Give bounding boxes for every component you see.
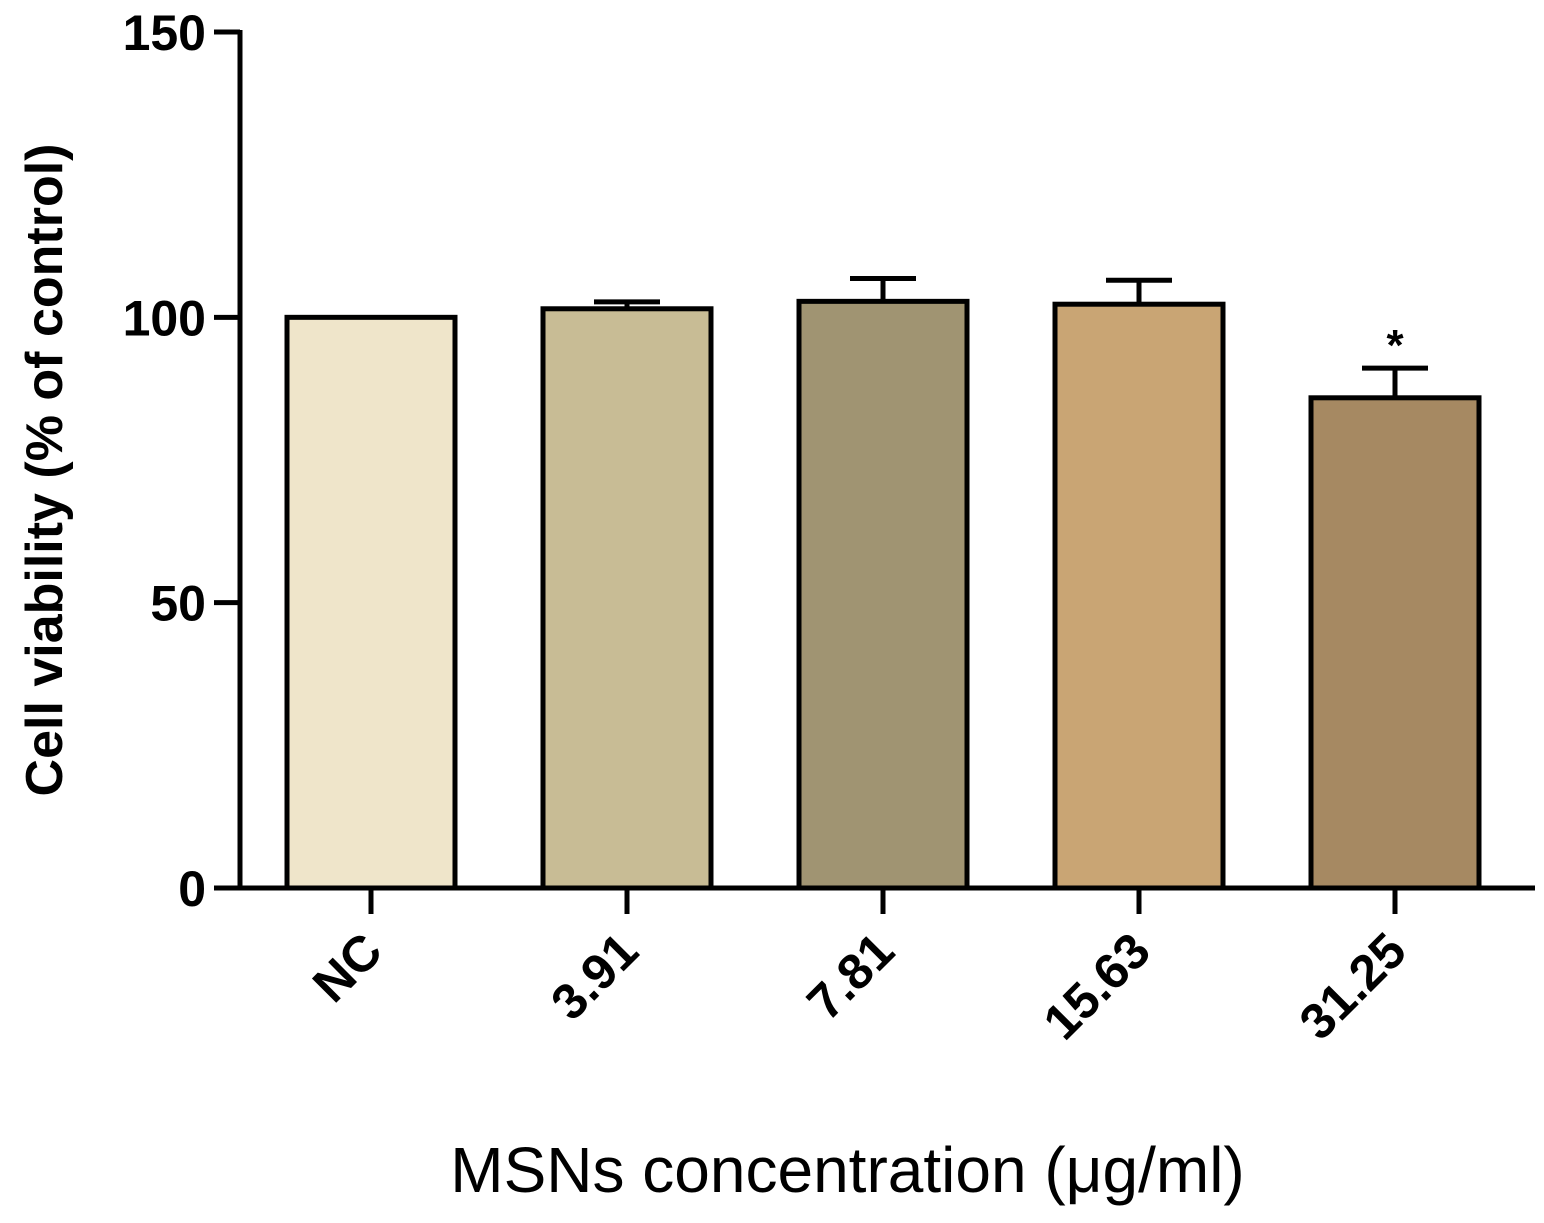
bar-15.63 [1052, 301, 1226, 891]
y-axis-ticks: 0 50 100 150 [123, 5, 240, 917]
x-tick-label: 7.81 [796, 922, 904, 1030]
bar-3.91 [540, 306, 714, 891]
bars [284, 298, 1482, 891]
bar-31.25 [1308, 395, 1482, 891]
bar-NC [284, 314, 458, 891]
bar-7.81 [796, 298, 970, 891]
x-axis-ticks [368, 888, 1398, 914]
annotations: * [1386, 321, 1404, 370]
x-tick-labels: NC 3.91 7.81 15.63 31.25 [302, 922, 1417, 1050]
x-tick-label: 3.91 [540, 922, 648, 1030]
x-tick-label: 15.63 [1033, 922, 1161, 1050]
significance-marker: * [1386, 321, 1404, 370]
x-axis-title: MSNs concentration (μg/ml) [450, 1134, 1244, 1206]
y-tick-label: 0 [178, 861, 206, 917]
y-tick-label: 100 [123, 290, 206, 346]
x-tick-label: NC [302, 922, 393, 1013]
y-tick-label: 150 [123, 5, 206, 61]
y-axis-title: Cell viability (% of control) [16, 144, 74, 797]
x-tick-label: 31.25 [1289, 922, 1417, 1050]
y-tick-label: 50 [150, 576, 206, 632]
error-bars [594, 276, 1428, 398]
